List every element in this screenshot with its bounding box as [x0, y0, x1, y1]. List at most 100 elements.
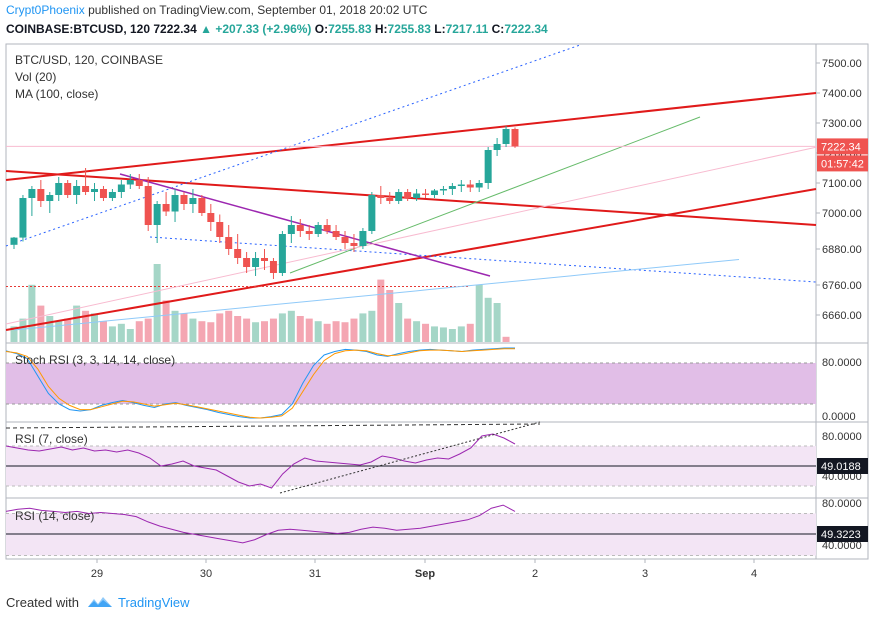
candle-body — [448, 186, 456, 189]
candle-body — [216, 222, 224, 237]
candle-body — [198, 198, 206, 213]
stoch-d-line — [5, 348, 515, 419]
candle-body — [287, 225, 295, 234]
time-tick-label: 3 — [642, 568, 648, 580]
candle-body — [386, 198, 394, 201]
candle-body — [466, 184, 474, 188]
volume-bar — [10, 326, 18, 342]
volume-bar — [305, 318, 313, 342]
volume-bar — [207, 322, 215, 342]
volume-bar — [359, 313, 367, 342]
volume-bar — [99, 321, 107, 342]
price-tick-label: 7100.00 — [822, 178, 862, 190]
candle-body — [207, 213, 215, 222]
candle-body — [153, 204, 161, 225]
stoch-tick-label: 0.0000 — [822, 411, 856, 423]
author-link[interactable]: Crypt0Phoenix — [6, 3, 85, 17]
candle-body — [261, 258, 268, 261]
time-tick-label: 30 — [200, 568, 212, 580]
legend-entry: BTC/USD, 120, COINBASE — [15, 53, 163, 67]
candle-body — [323, 225, 331, 231]
last-price-tag — [817, 138, 868, 155]
channel-dotted-blue — [149, 236, 817, 283]
stoch-band — [6, 363, 816, 404]
stoch-label: Stoch RSI (3, 3, 14, 14, close) — [15, 353, 175, 367]
tradingview-brand[interactable]: TradingView — [118, 595, 190, 610]
volume-bar — [475, 284, 483, 342]
volume-bar — [225, 310, 233, 342]
volume-bar — [484, 297, 492, 342]
candle-body — [171, 195, 179, 212]
ma-100-line — [13, 258, 740, 331]
volume-bar — [171, 310, 179, 342]
volume-bar — [395, 303, 403, 342]
candle-body — [377, 195, 385, 198]
volume-bar — [189, 318, 197, 342]
candle-body — [305, 231, 313, 234]
volume-bar — [261, 321, 268, 342]
rsi7-line — [5, 433, 516, 489]
volume-bar — [126, 329, 134, 342]
candle-body — [493, 144, 501, 150]
time-tick-label: 31 — [309, 568, 321, 580]
price-tick-label: 7300.00 — [822, 118, 862, 130]
candle-body — [55, 183, 63, 195]
candle-body — [37, 189, 45, 201]
volume-bar — [135, 321, 143, 342]
countdown-tag — [817, 155, 868, 172]
time-tick-label: Sep — [415, 568, 435, 580]
candle-body — [314, 225, 322, 234]
price-tick-label: 7500.00 — [822, 58, 862, 70]
candle-body — [189, 198, 197, 204]
rsi14-value-tag — [817, 526, 868, 542]
rsi7-trendline — [279, 421, 541, 494]
low-value: 7217.11 — [445, 22, 489, 36]
candle-body — [404, 192, 412, 198]
tradingview-logo-icon — [83, 595, 118, 610]
created-with-text: Created with — [6, 595, 79, 610]
candle-body — [180, 195, 188, 204]
volume-bar — [28, 284, 36, 342]
candle-body — [64, 183, 72, 195]
footer: Created with TradingView — [6, 595, 190, 610]
close-label: C: — [491, 22, 505, 36]
volume-bar — [46, 316, 54, 342]
time-tick-label: 4 — [751, 568, 757, 580]
volume-bar — [216, 313, 224, 342]
volume-bar — [332, 321, 340, 342]
trendline-purple — [119, 173, 491, 277]
low-label: L: — [434, 22, 446, 36]
volume-bar — [144, 318, 152, 342]
time-tick-label: 2 — [532, 568, 538, 580]
candle-body — [144, 186, 152, 225]
candle-body — [19, 198, 27, 238]
volume-bar — [314, 321, 322, 342]
published-text: published on TradingView.com, September … — [88, 3, 428, 17]
volume-bar — [466, 323, 474, 342]
volume-bar — [493, 303, 501, 342]
candle-body — [117, 184, 125, 192]
candle-body — [225, 237, 233, 249]
trendline-red — [5, 188, 817, 331]
last-price-tag-label: 7222.34 — [821, 141, 861, 153]
rsi14-tick-label: 40.0000 — [822, 540, 862, 552]
volume-bar — [278, 313, 286, 342]
volume-bar — [502, 336, 510, 342]
price-tick-label: 6880.00 — [822, 244, 862, 256]
volume-bar — [117, 323, 125, 342]
candle-body — [99, 189, 107, 198]
volume-bar — [377, 279, 385, 342]
open-value: 7255.83 — [328, 22, 372, 36]
volume-bar — [323, 323, 331, 342]
volume-bar — [19, 318, 27, 342]
candle-body — [91, 189, 99, 192]
candle-body — [135, 180, 143, 186]
volume-bar — [198, 321, 206, 342]
candle-body — [359, 231, 367, 246]
candle-body — [296, 225, 304, 231]
volume-bar — [64, 318, 72, 342]
volume-bar — [252, 322, 260, 342]
candle-body — [73, 186, 81, 195]
volume-bar — [413, 321, 421, 342]
